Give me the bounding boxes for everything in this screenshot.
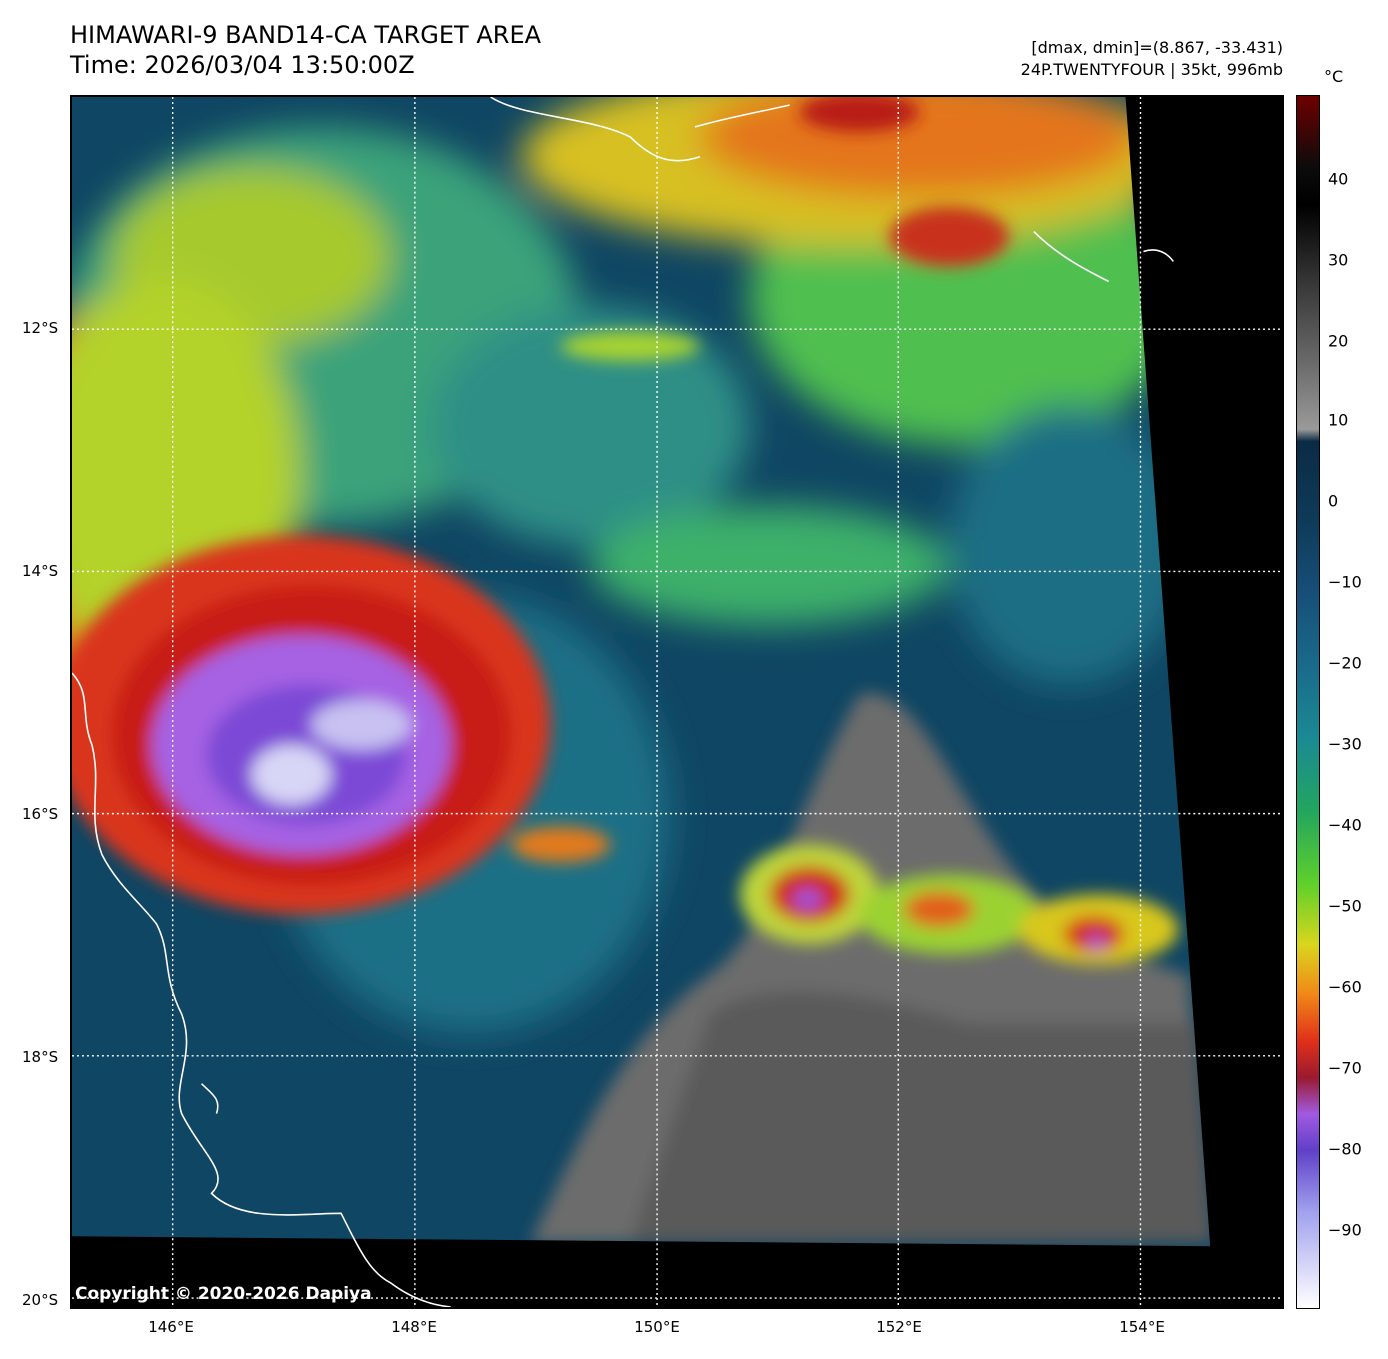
colorbar-label-30: 30 (1328, 250, 1349, 270)
lon-label-146e: 146°E (148, 1318, 194, 1336)
colorbar-label-40: 40 (1328, 169, 1349, 189)
lat-label-14s: 14°S (22, 562, 59, 580)
colorbar-label-20: 20 (1328, 331, 1349, 351)
colorbar-unit: °C (1324, 67, 1344, 86)
colorbar-label-10: 10 (1328, 410, 1349, 430)
coastlines (72, 97, 1175, 1307)
colorbar-label-minus80: −80 (1328, 1139, 1362, 1159)
colorbar-label-minus20: −20 (1328, 653, 1362, 673)
lat-label-16s: 16°S (22, 805, 59, 823)
colorbar (1296, 95, 1320, 1309)
colorbar-label-minus40: −40 (1328, 815, 1362, 835)
satellite-map (70, 95, 1284, 1309)
colorbar-label-minus70: −70 (1328, 1058, 1362, 1078)
colorbar-label-minus50: −50 (1328, 896, 1362, 916)
title-time: Time: 2026/03/04 13:50:00Z (70, 51, 415, 79)
graticule (72, 97, 1282, 1307)
colorbar-label-minus90: −90 (1328, 1220, 1362, 1240)
colorbar-label-minus60: −60 (1328, 977, 1362, 997)
lat-label-20s: 20°S (22, 1291, 59, 1309)
map-info: [dmax, dmin]=(8.867, -33.431) 24P.TWENTY… (1021, 37, 1283, 81)
lon-label-152e: 152°E (876, 1318, 922, 1336)
storm-info-text: 24P.TWENTYFOUR | 35kt, 996mb (1020, 60, 1283, 79)
lat-label-18s: 18°S (22, 1048, 59, 1066)
storm-convection (72, 97, 1179, 965)
no-data-region (72, 97, 1282, 1307)
copyright-text: Copyright © 2020-2026 Dapiya (75, 1284, 372, 1304)
colorbar-label-0: 0 (1328, 491, 1339, 511)
ir-cloud-field (72, 97, 1189, 1034)
lon-label-150e: 150°E (634, 1318, 680, 1336)
clear-sky-area (530, 693, 1214, 1244)
lon-label-154e: 154°E (1119, 1318, 1165, 1336)
colorbar-label-minus30: −30 (1328, 734, 1362, 754)
lon-label-148e: 148°E (391, 1318, 437, 1336)
colorbar-label-minus10: −10 (1328, 572, 1362, 592)
lat-label-12s: 12°S (22, 319, 59, 337)
map-title: HIMAWARI-9 BAND14-CA TARGET AREA Time: 2… (70, 20, 541, 80)
title-line1: HIMAWARI-9 BAND14-CA TARGET AREA (70, 21, 542, 49)
dmax-dmin-text: [dmax, dmin]=(8.867, -33.431) (1031, 38, 1283, 57)
